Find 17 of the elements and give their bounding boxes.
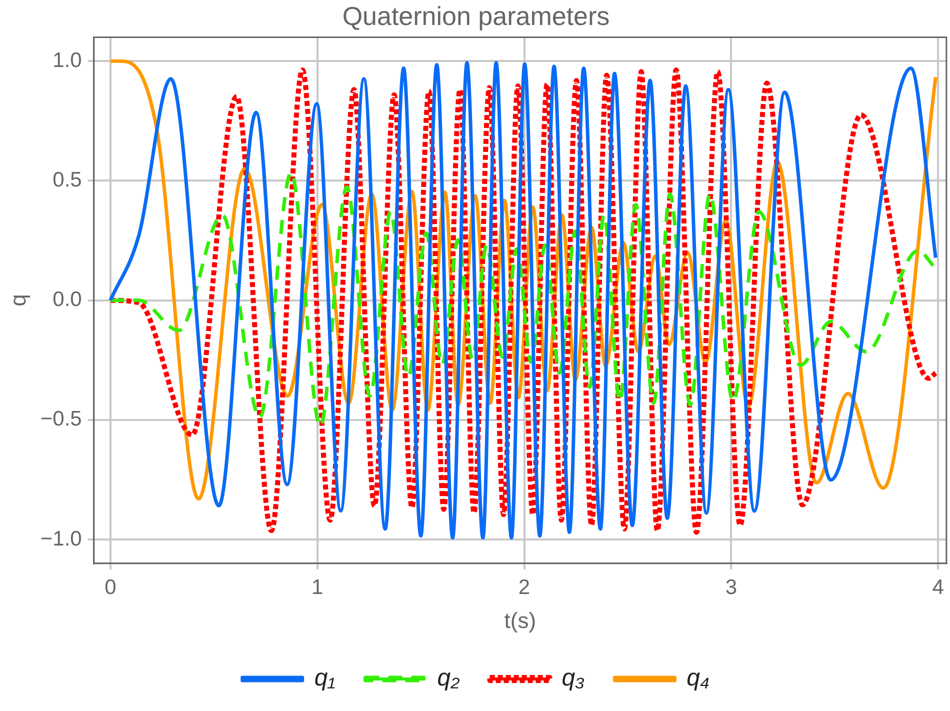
y-tick-label: 0.0	[52, 288, 82, 312]
legend-label: q₂	[437, 664, 460, 692]
legend-label: q₄	[686, 664, 710, 692]
y-tick-label: 1.0	[52, 48, 82, 72]
x-tick-label: 4	[932, 576, 944, 599]
y-tick-label: −1.0	[40, 527, 82, 550]
x-tick-label: 0	[104, 576, 116, 599]
y-axis-title: q	[5, 294, 30, 306]
y-tick-label: 0.5	[52, 168, 82, 192]
x-tick-label: 2	[518, 576, 530, 599]
x-tick-label: 1	[312, 576, 324, 599]
legend-label: q₁	[314, 664, 336, 692]
y-tick-label: −0.5	[40, 408, 82, 431]
chart-title: Quaternion parameters	[342, 0, 610, 31]
x-tick-label: 3	[725, 576, 738, 599]
legend-label: q₃	[562, 664, 585, 692]
x-axis-title: t(s)	[504, 608, 536, 633]
